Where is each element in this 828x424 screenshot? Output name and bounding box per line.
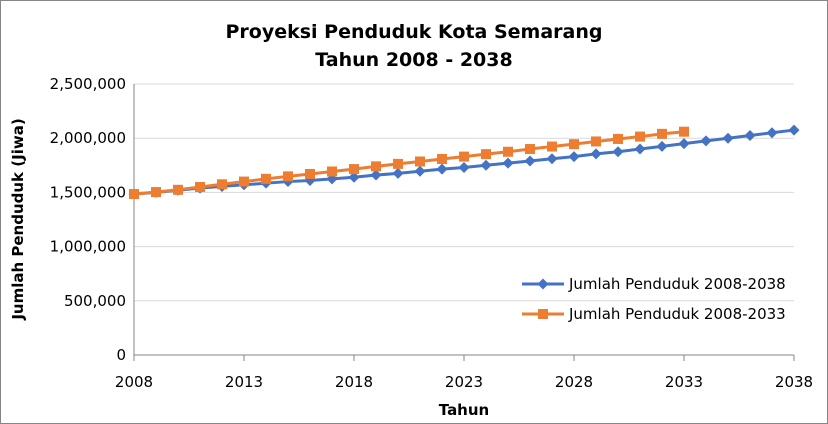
data-point (525, 144, 535, 155)
data-point (327, 166, 337, 177)
data-point (613, 133, 623, 144)
data-point (766, 127, 778, 139)
x-tick-label: 2023 (445, 373, 483, 391)
data-point (129, 189, 139, 200)
legend-item: Jumlah Penduduk 2008-2033 (522, 305, 786, 323)
data-point (415, 156, 425, 167)
y-tick-label: 2,000,000 (50, 129, 126, 147)
legend-item: Jumlah Penduduk 2008-2038 (522, 275, 786, 293)
data-point (392, 167, 404, 179)
data-point (349, 164, 359, 175)
data-point (590, 148, 602, 160)
data-point (437, 154, 447, 165)
data-point (657, 128, 667, 139)
x-tick-label: 2008 (115, 373, 153, 391)
data-point (217, 179, 227, 190)
x-tick-labels: 2008 2013 2018 2023 2028 2033 2038 (115, 373, 813, 391)
y-tick-label: 1,500,000 (50, 183, 126, 201)
data-point (744, 129, 756, 141)
data-point (283, 171, 293, 182)
data-point (370, 169, 382, 181)
data-point (700, 135, 712, 147)
legend: Jumlah Penduduk 2008-2038 Jumlah Penduduk… (522, 275, 786, 323)
data-point (591, 136, 601, 147)
data-point (538, 309, 548, 319)
data-point (305, 168, 315, 179)
data-point (261, 173, 271, 184)
data-point (458, 161, 470, 173)
data-point (195, 181, 205, 192)
x-tick-label: 2033 (665, 373, 703, 391)
data-point (678, 138, 690, 150)
x-tick-label: 2028 (555, 373, 593, 391)
legend-label: Jumlah Penduduk 2008-2038 (568, 275, 786, 293)
data-point (502, 157, 514, 169)
chart-title: Proyeksi Penduduk Kota Semarang (225, 21, 603, 43)
data-point (546, 153, 558, 165)
data-point (173, 184, 183, 195)
legend-label: Jumlah Penduduk 2008-2033 (568, 305, 786, 323)
series-path (133, 130, 685, 196)
x-tick-label: 2018 (335, 373, 373, 391)
data-point (679, 126, 689, 137)
data-point (348, 171, 360, 183)
y-tick-label: 500,000 (64, 292, 126, 310)
gridlines (134, 83, 794, 302)
axes (133, 84, 795, 361)
series-layer (128, 124, 800, 200)
data-point (503, 146, 513, 157)
data-point (634, 143, 646, 155)
data-point (569, 139, 579, 150)
data-point (524, 155, 536, 167)
data-point (635, 131, 645, 142)
data-point (151, 187, 161, 198)
data-point (393, 158, 403, 169)
data-point (436, 163, 448, 175)
data-point (239, 176, 249, 187)
data-point (547, 141, 557, 152)
y-tick-labels: 0 500,000 1,000,000 1,500,000 2,000,000 2,500… (50, 75, 126, 364)
data-point (788, 124, 800, 136)
y-tick-label: 1,000,000 (50, 238, 126, 256)
data-point (656, 140, 668, 152)
x-tick-label: 2013 (225, 373, 263, 391)
data-point (481, 149, 491, 160)
data-point (459, 151, 469, 162)
y-tick-label: 2,500,000 (50, 75, 126, 93)
y-axis-title: Jumlah Penduduk (Jiwa) (9, 118, 27, 320)
chart-subtitle: Tahun 2008 - 2038 (315, 49, 513, 71)
data-point (480, 159, 492, 171)
data-point (612, 146, 624, 158)
data-point (568, 151, 580, 163)
x-tick-label: 2038 (775, 373, 813, 391)
y-tick-label: 0 (116, 346, 126, 364)
data-point (537, 278, 549, 290)
data-point (722, 132, 734, 144)
data-point (414, 165, 426, 177)
data-point (371, 161, 381, 172)
series-line (128, 124, 800, 200)
series-line (129, 126, 689, 200)
x-axis-title: Tahun (439, 401, 489, 419)
